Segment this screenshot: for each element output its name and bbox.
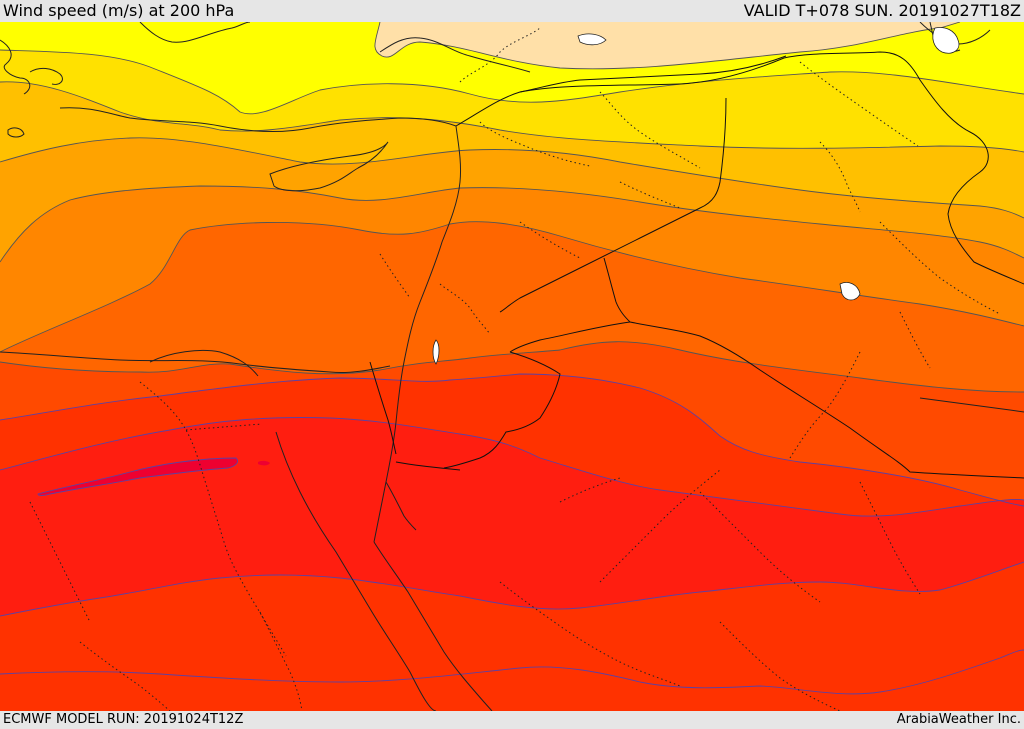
band-10 — [0, 417, 1024, 616]
band-11 — [38, 458, 238, 496]
valid-time: VALID T+078 SUN. 20191027T18Z — [743, 1, 1021, 20]
contour-lines — [0, 22, 1024, 695]
model-run: ECMWF MODEL RUN: 20191024T12Z — [3, 712, 244, 727]
map-title: Wind speed (m/s) at 200 hPa — [3, 1, 235, 20]
wind-speed-map — [0, 22, 1024, 711]
footer-bar: ECMWF MODEL RUN: 20191024T12Z ArabiaWeat… — [0, 711, 1024, 729]
political-borders — [369, 51, 1024, 479]
contour-bands — [0, 22, 1024, 711]
internal-borders — [29, 27, 1001, 711]
inland-water — [432, 27, 960, 365]
header-bar: Wind speed (m/s) at 200 hPa VALID T+078 … — [0, 0, 1024, 22]
map-canvas — [0, 22, 1024, 711]
credit: ArabiaWeather Inc. — [896, 712, 1021, 727]
band-11-spot — [258, 460, 270, 466]
